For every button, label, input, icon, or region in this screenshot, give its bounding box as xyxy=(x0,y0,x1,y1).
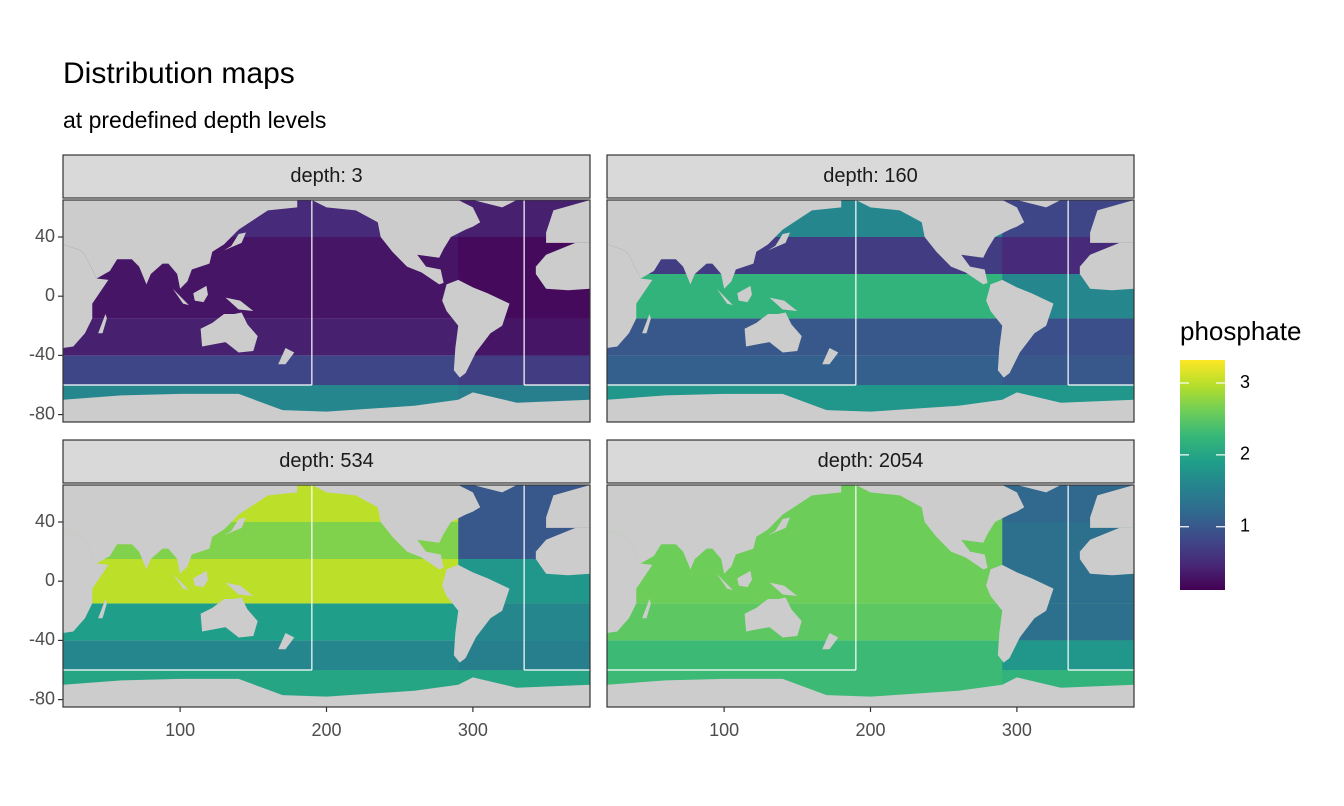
x-tick-label: 100 xyxy=(165,720,195,740)
land xyxy=(642,598,651,619)
x-tick-label: 100 xyxy=(709,720,739,740)
land xyxy=(98,598,107,619)
land xyxy=(224,232,246,251)
land xyxy=(442,279,510,378)
land xyxy=(193,285,208,303)
x-tick-label: 200 xyxy=(855,720,885,740)
legend-tick-label: 3 xyxy=(1240,372,1250,392)
land xyxy=(607,529,653,633)
y-tick-label: -80 xyxy=(29,688,55,708)
land xyxy=(546,200,590,243)
land xyxy=(200,312,258,353)
land xyxy=(442,564,510,663)
y-tick-label: 0 xyxy=(45,570,55,590)
land xyxy=(98,313,107,334)
land xyxy=(225,297,254,311)
land xyxy=(822,348,839,365)
land xyxy=(63,677,590,707)
land xyxy=(607,392,1134,422)
land xyxy=(1016,485,1061,493)
land xyxy=(768,232,790,251)
land xyxy=(172,288,189,306)
land xyxy=(193,570,208,588)
land xyxy=(172,573,189,591)
land xyxy=(607,485,842,574)
land xyxy=(1079,242,1134,291)
panel xyxy=(607,200,1134,422)
land xyxy=(607,200,842,289)
facet-strip xyxy=(606,154,1135,199)
facet-label: depth: 160 xyxy=(823,165,918,187)
facet-label: depth: 3 xyxy=(290,165,362,187)
y-tick-label: -40 xyxy=(29,344,55,364)
land xyxy=(642,313,651,334)
land xyxy=(1090,200,1134,243)
y-tick-label: -40 xyxy=(29,629,55,649)
land xyxy=(1016,200,1061,208)
land xyxy=(986,564,1054,663)
legend-tick-label: 2 xyxy=(1240,444,1250,464)
land xyxy=(472,485,517,493)
colorbar xyxy=(1180,360,1225,590)
land xyxy=(769,297,798,311)
land xyxy=(716,288,733,306)
panel xyxy=(607,485,1134,707)
facet-strip xyxy=(62,439,591,484)
chart-subtitle: at predefined depth levels xyxy=(63,107,326,133)
land xyxy=(822,633,839,650)
land xyxy=(737,285,752,303)
legend-tick-label: 1 xyxy=(1240,516,1250,536)
land xyxy=(986,279,1054,378)
x-tick-label: 300 xyxy=(458,720,488,740)
facet-label: depth: 2054 xyxy=(818,450,924,472)
land xyxy=(63,200,298,289)
land xyxy=(855,485,1025,570)
facet-strip xyxy=(606,439,1135,484)
land xyxy=(546,485,590,528)
panel-border xyxy=(606,199,1135,423)
land xyxy=(607,244,653,348)
land xyxy=(737,570,752,588)
panel-border xyxy=(62,199,591,423)
y-tick-label: 40 xyxy=(35,511,55,531)
land xyxy=(1079,527,1134,576)
land xyxy=(716,573,733,591)
land xyxy=(472,200,517,208)
land xyxy=(224,517,246,536)
land xyxy=(855,200,1025,285)
land xyxy=(744,312,802,353)
x-tick-label: 200 xyxy=(311,720,341,740)
facet-strip xyxy=(62,154,591,199)
chart-title: Distribution maps xyxy=(63,57,295,90)
land xyxy=(63,485,298,574)
y-tick-label: -80 xyxy=(29,403,55,423)
land xyxy=(63,392,590,422)
land xyxy=(311,485,481,570)
panel xyxy=(63,200,590,422)
land xyxy=(200,597,258,638)
land xyxy=(768,517,790,536)
facet-label: depth: 534 xyxy=(279,450,374,472)
land xyxy=(278,348,295,365)
land xyxy=(63,529,109,633)
land xyxy=(607,677,1134,707)
land xyxy=(1090,485,1134,528)
land xyxy=(744,597,802,638)
land xyxy=(535,527,590,576)
y-tick-label: 0 xyxy=(45,285,55,305)
panel xyxy=(63,485,590,707)
land xyxy=(311,200,481,285)
land xyxy=(769,582,798,596)
land xyxy=(278,633,295,650)
x-tick-label: 300 xyxy=(1002,720,1032,740)
y-tick-label: 40 xyxy=(35,226,55,246)
land xyxy=(225,582,254,596)
land xyxy=(535,242,590,291)
legend-title: phosphate xyxy=(1180,316,1301,346)
land xyxy=(63,244,109,348)
